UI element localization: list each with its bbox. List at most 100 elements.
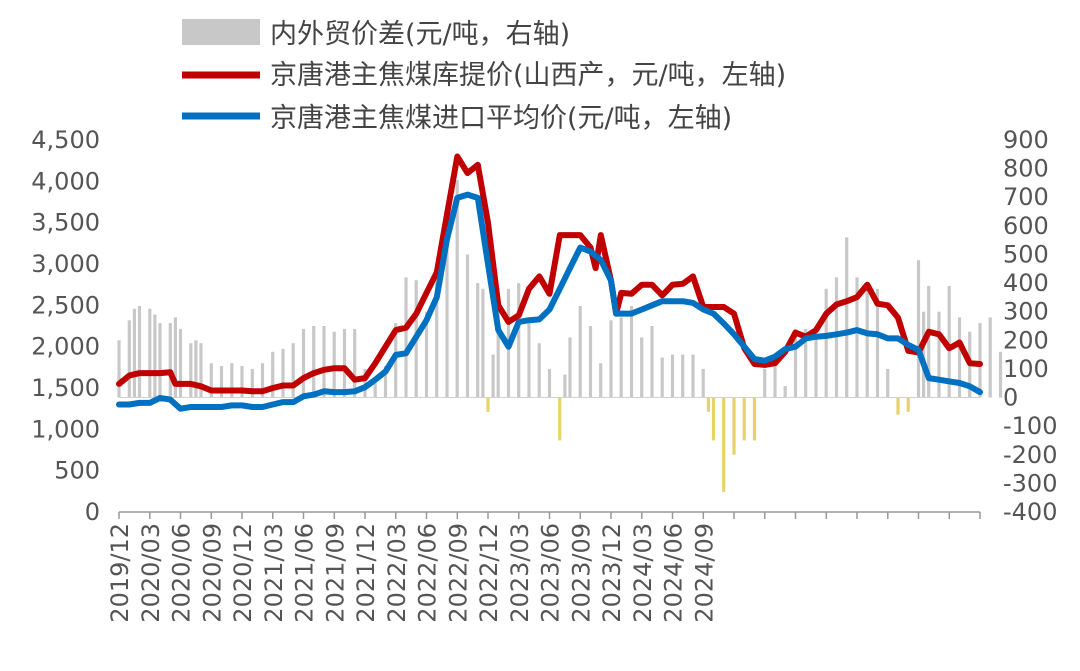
price-spread-bar <box>845 237 849 398</box>
price-spread-bar <box>486 397 490 412</box>
price-spread-bar <box>353 328 357 398</box>
price-spread-bar <box>896 397 900 415</box>
right-tick-label: 500 <box>1003 241 1049 269</box>
price-spread-bar <box>194 340 198 398</box>
price-spread-bar <box>691 354 695 398</box>
price-spread-bar <box>404 277 408 398</box>
price-spread-bar <box>342 328 347 398</box>
price-spread-bar <box>834 277 839 398</box>
price-spread-bar <box>491 354 495 398</box>
left-tick-label: 2,000 <box>31 333 100 361</box>
left-tick-label: 4,500 <box>31 126 100 154</box>
x-tick-label: 2021/12 <box>352 523 380 623</box>
legend: 内外贸价差(元/吨，右轴) 京唐港主焦煤库提价(山西产，元/吨，左轴) 京唐港主… <box>182 19 786 134</box>
price-spread-bar <box>173 317 177 398</box>
price-spread-bar <box>517 283 521 398</box>
x-tick-label: 2023/09 <box>567 523 595 623</box>
price-spread-bar <box>209 363 213 398</box>
x-tick-label: 2024/09 <box>690 523 718 623</box>
import-price-line <box>116 191 983 412</box>
price-spread-bar <box>670 354 675 398</box>
price-spread-bar <box>732 397 736 455</box>
left-tick-label: 4,000 <box>31 167 100 195</box>
left-tick-label: 3,000 <box>31 250 100 278</box>
price-spread-bar <box>158 323 162 398</box>
right-tick-label: 300 <box>1003 298 1049 326</box>
x-tick-label: 2021/09 <box>321 523 349 623</box>
left-tick-label: 1,500 <box>31 374 100 402</box>
price-spread-bar <box>240 366 244 398</box>
price-spread-bar <box>301 328 306 398</box>
price-spread-bar <box>455 180 459 398</box>
price-spread-bar <box>706 397 710 412</box>
price-spread-bar <box>957 317 962 398</box>
price-spread-bar <box>481 288 485 398</box>
price-spread-bar <box>132 308 136 398</box>
right-tick-label: 100 <box>1003 355 1049 383</box>
price-spread-bar <box>988 317 992 398</box>
right-tick-label: -200 <box>1003 441 1057 469</box>
price-spread-bar <box>189 343 193 398</box>
x-tick-label: 2020/09 <box>198 523 226 623</box>
price-spread-bar <box>260 363 265 398</box>
domestic-price-line <box>116 153 983 395</box>
price-spread-bar <box>609 320 613 398</box>
price-spread-bar <box>373 383 377 398</box>
price-spread-bar <box>558 397 562 441</box>
price-spread-bar <box>814 334 818 398</box>
price-spread-bar <box>922 311 926 398</box>
price-spread-bar <box>875 288 880 398</box>
price-spread-bar <box>547 368 552 398</box>
price-spread-bar <box>650 326 654 398</box>
x-tick-label: 2023/12 <box>598 523 626 623</box>
price-spread-bar <box>271 351 275 398</box>
price-spread-bar <box>998 351 1003 398</box>
right-tick-label: 900 <box>1003 126 1049 154</box>
price-spread-bar <box>804 328 808 398</box>
price-spread-bar <box>250 368 254 398</box>
price-spread-bar <box>322 326 326 398</box>
price-spread-bar <box>219 366 224 398</box>
price-spread-bar <box>886 368 890 398</box>
right-tick-label: 400 <box>1003 269 1049 297</box>
x-axis-ticks: 2019/12 2020/03 2020/06 2020/09 2020/12 2021/… <box>106 512 981 623</box>
price-spread-bar <box>117 340 121 398</box>
x-tick-label: 2022/09 <box>444 523 472 623</box>
right-tick-label: -400 <box>1003 498 1057 526</box>
right-tick-label: 800 <box>1003 155 1049 183</box>
price-spread-bar <box>783 386 787 398</box>
right-tick-label: -100 <box>1003 412 1057 440</box>
price-spread-bar <box>619 317 623 398</box>
price-spread-bar <box>563 374 567 398</box>
x-tick-label: 2020/06 <box>168 523 196 623</box>
x-tick-label: 2019/12 <box>106 523 134 623</box>
price-spread-bar <box>568 337 572 398</box>
price-spread-bar <box>476 283 480 398</box>
price-spread-bar <box>383 366 388 398</box>
price-spread-bar <box>722 397 726 492</box>
price-spread-bar <box>578 306 582 398</box>
left-tick-label: 500 <box>54 457 100 485</box>
price-spread-bar <box>742 397 746 441</box>
x-tick-label: 2023/06 <box>537 523 565 623</box>
price-spread-bar <box>148 308 152 398</box>
price-spread-bar <box>527 323 531 398</box>
price-spread-bar <box>947 285 951 398</box>
price-spread-bar <box>363 368 367 398</box>
right-tick-label: -300 <box>1003 469 1057 497</box>
right-tick-label: 200 <box>1003 326 1049 354</box>
right-tick-label: 0 <box>1003 384 1018 412</box>
legend-swatch-price-spread <box>182 19 260 45</box>
price-spread-bar <box>752 397 757 441</box>
line-series <box>116 153 983 412</box>
price-spread-bar <box>824 288 828 398</box>
axes <box>119 397 980 513</box>
x-tick-label: 2021/03 <box>260 523 288 623</box>
x-tick-label: 2020/03 <box>137 523 165 623</box>
price-spread-bar <box>153 314 157 398</box>
price-spread-bar <box>445 211 449 398</box>
left-tick-label: 2,500 <box>31 291 100 319</box>
x-tick-label: 2022/06 <box>414 523 442 623</box>
price-spread-bar <box>435 265 439 398</box>
